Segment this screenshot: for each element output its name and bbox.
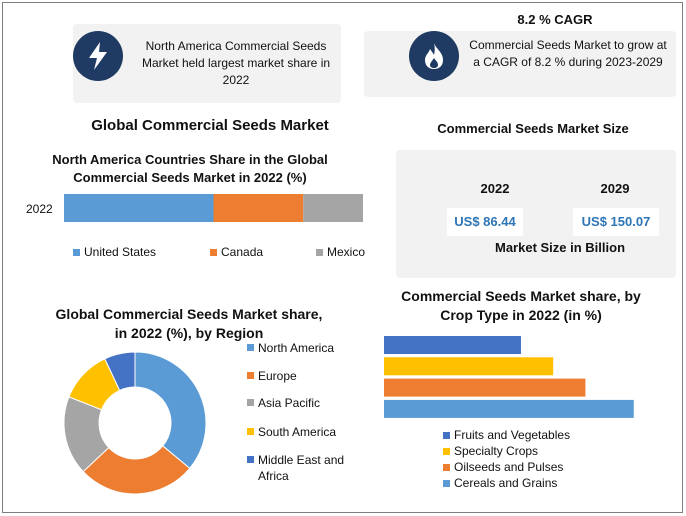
legend-label: South America: [258, 425, 337, 439]
size-year-2029: 2029: [600, 181, 630, 196]
na-legend-mexico: Mexico: [316, 245, 365, 259]
size-value-2022: US$ 86.44: [447, 208, 523, 236]
legend-label: Europe: [258, 369, 297, 383]
legend-label: North America: [258, 341, 335, 355]
region-legend-europe: Europe: [247, 368, 352, 384]
lightning-icon: [89, 42, 107, 70]
region-legend-middle-east-and-africa: Middle East and Africa: [247, 452, 352, 484]
legend-label: Asia Pacific: [258, 396, 321, 410]
legend-swatch: [316, 249, 323, 257]
legend-swatch: [443, 432, 450, 440]
na-share-title: North America Countries Share in the Glo…: [52, 152, 328, 185]
bar-united-states: [64, 194, 214, 222]
legend-swatch: [247, 428, 254, 435]
bar-cereals-and-grains: [384, 399, 634, 418]
highlight-right-text: Commercial Seeds Market to grow at a CAG…: [469, 38, 667, 69]
na-share-chart: [64, 194, 363, 222]
legend-label: Specialty Crops: [454, 444, 539, 458]
main-title: Global Commercial Seeds Market: [91, 117, 329, 134]
na-legend-united-states: United States: [73, 245, 156, 259]
region-legend-south-america: South America: [247, 424, 352, 440]
crop-bar-chart: [384, 336, 634, 418]
crop-legend-fruits-and-vegetables: Fruits and Vegetables: [443, 428, 570, 442]
na-legend-canada: Canada: [210, 245, 263, 259]
flame-icon: [425, 43, 443, 69]
lightning-badge: [73, 31, 123, 81]
legend-swatch: [247, 456, 254, 463]
legend-swatch: [247, 399, 254, 406]
slice-north-america: [134, 351, 207, 469]
legend-swatch: [247, 372, 254, 379]
legend-label: Oilseeds and Pulses: [454, 460, 564, 474]
bar-oilseeds-and-pulses: [384, 378, 586, 397]
crop-legend-cereals-and-grains: Cereals and Grains: [443, 476, 557, 490]
size-caption: Market Size in Billion: [494, 240, 626, 255]
market-size-title: Commercial Seeds Market Size: [437, 121, 629, 136]
slice-europe: [82, 445, 191, 495]
legend-label: Fruits and Vegetables: [454, 428, 571, 442]
bar-mexico: [303, 194, 363, 222]
legend-swatch: [73, 249, 80, 257]
region-legend-north-america: North America: [247, 340, 352, 356]
highlight-left-text: North America Commercial Seeds Market he…: [141, 39, 331, 87]
legend-label: United States: [84, 245, 157, 259]
crop-share-title: Commercial Seeds Market share, by Crop T…: [401, 288, 641, 323]
crop-legend-specialty-crops: Specialty Crops: [443, 444, 538, 458]
legend-label: Cereals and Grains: [454, 476, 558, 490]
bar-canada: [213, 194, 304, 222]
size-value-2029: US$ 150.07: [573, 208, 659, 236]
bar-fruits-and-vegetables: [384, 336, 521, 354]
region-legend-asia-pacific: Asia Pacific: [247, 395, 352, 411]
region-share-title: Global Commercial Seeds Market share, in…: [55, 306, 323, 341]
legend-label: Mexico: [327, 245, 366, 259]
region-donut-chart: [63, 351, 207, 495]
crop-legend-oilseeds-and-pulses: Oilseeds and Pulses: [443, 460, 563, 474]
na-category-label: 2022: [26, 202, 53, 216]
size-year-2022: 2022: [480, 181, 510, 196]
legend-swatch: [443, 464, 450, 472]
legend-swatch: [210, 249, 217, 257]
slice-middle-east-and-africa: [104, 351, 136, 392]
legend-label: Canada: [221, 245, 264, 259]
legend-label: Middle East and Africa: [258, 453, 345, 483]
legend-swatch: [247, 344, 254, 351]
legend-swatch: [443, 480, 450, 488]
cagr-heading: 8.2 % CAGR: [517, 12, 593, 27]
bar-specialty-crops: [384, 357, 554, 376]
legend-swatch: [443, 448, 450, 456]
flame-badge: [409, 31, 459, 81]
